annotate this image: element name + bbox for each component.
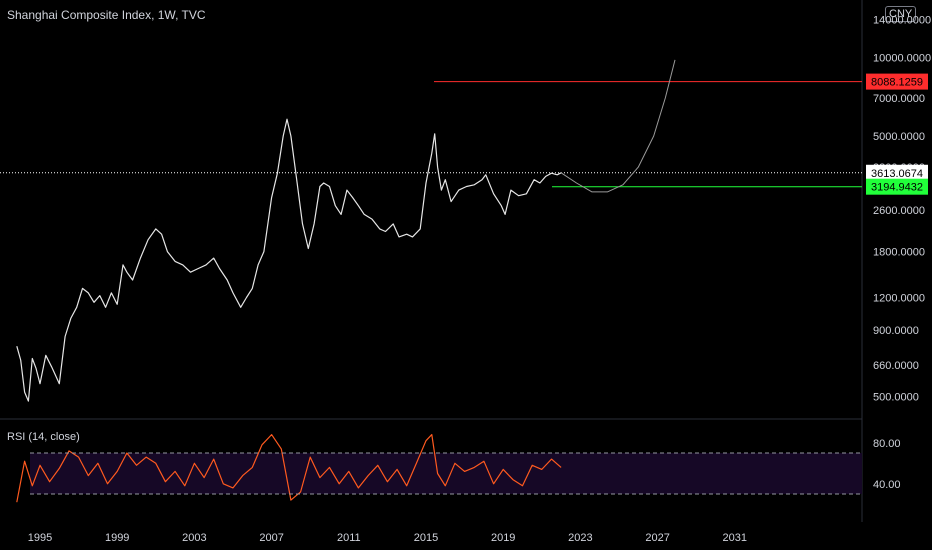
y-tick-label: 2600.0000 [873,205,925,217]
rsi-tick-label: 80.00 [873,438,901,450]
price-tag-2 [866,178,928,195]
price-tag-0 [866,73,928,90]
rsi-tick-label: 40.00 [873,479,901,491]
y-tick-label: 500.0000 [873,392,919,404]
y-tick-label: 5000.0000 [873,131,925,143]
y-tick-label: 14000.0000 [873,15,931,27]
x-tick-label: 2031 [723,532,747,544]
x-tick-label: 2023 [568,532,592,544]
y-tick-label: 900.0000 [873,325,919,337]
price-series-line [16,118,562,402]
price-tag-label: 3613.0674 [871,168,923,180]
price-tag-1 [866,164,928,181]
currency-button[interactable]: CNY [885,6,917,22]
price-tag-label: 3194.9432 [871,182,923,194]
y-tick-label: 660.0000 [873,360,919,372]
projection-series-line [560,59,676,193]
x-tick-label: 2003 [182,532,206,544]
y-tick-label: 7000.0000 [873,93,925,105]
x-tick-label: 2019 [491,532,515,544]
x-tick-label: 1999 [105,532,129,544]
rsi-band [30,453,862,494]
rsi-series-line [16,434,562,503]
x-tick-label: 2007 [259,532,283,544]
x-tick-label: 1995 [28,532,52,544]
x-tick-label: 2011 [337,532,361,544]
chart-title: Shanghai Composite Index, 1W, TVC [7,8,206,22]
y-tick-label: 10000.0000 [873,53,931,65]
x-tick-label: 2027 [645,532,669,544]
y-tick-label: 1800.0000 [873,247,925,259]
x-tick-label: 2015 [414,532,438,544]
rsi-title: RSI (14, close) [7,431,80,443]
price-tag-label: 8088.1259 [871,77,923,89]
y-tick-label: 1200.0000 [873,292,925,304]
